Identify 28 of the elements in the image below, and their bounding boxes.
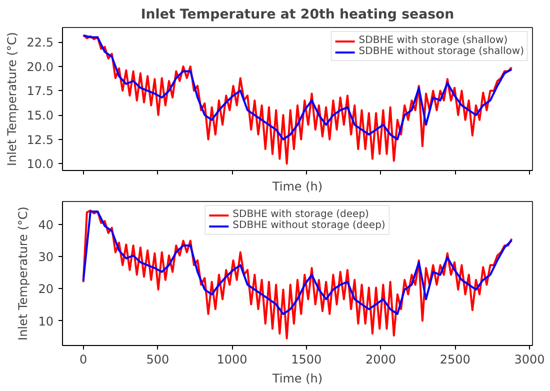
y-tick-label: 17.5 [26, 84, 54, 98]
chart-title: Inlet Temperature at 20th heating season [140, 8, 454, 22]
x-tick-label: 0 [80, 352, 88, 366]
y-tick-label: 22.5 [26, 36, 54, 50]
legend-label: SDBHE with storage (shallow) [358, 35, 508, 46]
y-tick-label: 15.0 [26, 108, 54, 123]
x-axis-title: Time (h) [271, 180, 323, 194]
y-tick-label: 10 [38, 314, 54, 328]
y-tick-label: 40 [38, 218, 54, 232]
y-tick-label: 20.0 [26, 60, 54, 74]
legend-label: SDBHE with storage (deep) [232, 209, 369, 220]
x-tick-label: 1500 [291, 352, 322, 366]
x-tick-label: 2500 [440, 352, 470, 366]
y-tick-label: 10.0 [26, 157, 54, 172]
y-tick-label: 30 [38, 250, 54, 264]
line-series [82, 210, 513, 315]
legend-label: SDBHE without storage (deep) [232, 220, 386, 231]
y-axis-title: Inlet Temperature (°C) [4, 32, 19, 166]
x-tick-label: 500 [146, 352, 170, 366]
x-tick-label: 2000 [366, 352, 396, 366]
y-axis-title: Inlet Temperature (°C) [16, 206, 30, 340]
x-tick-label: 3000 [514, 352, 545, 366]
line-series [82, 210, 513, 340]
x-tick-label: 1000 [216, 352, 248, 366]
legend-label: SDBHE without storage (shallow) [358, 46, 524, 57]
x-axis-title: Time (h) [271, 372, 323, 386]
y-tick-label: 20 [38, 282, 54, 296]
y-tick-label: 12.5 [26, 132, 54, 147]
